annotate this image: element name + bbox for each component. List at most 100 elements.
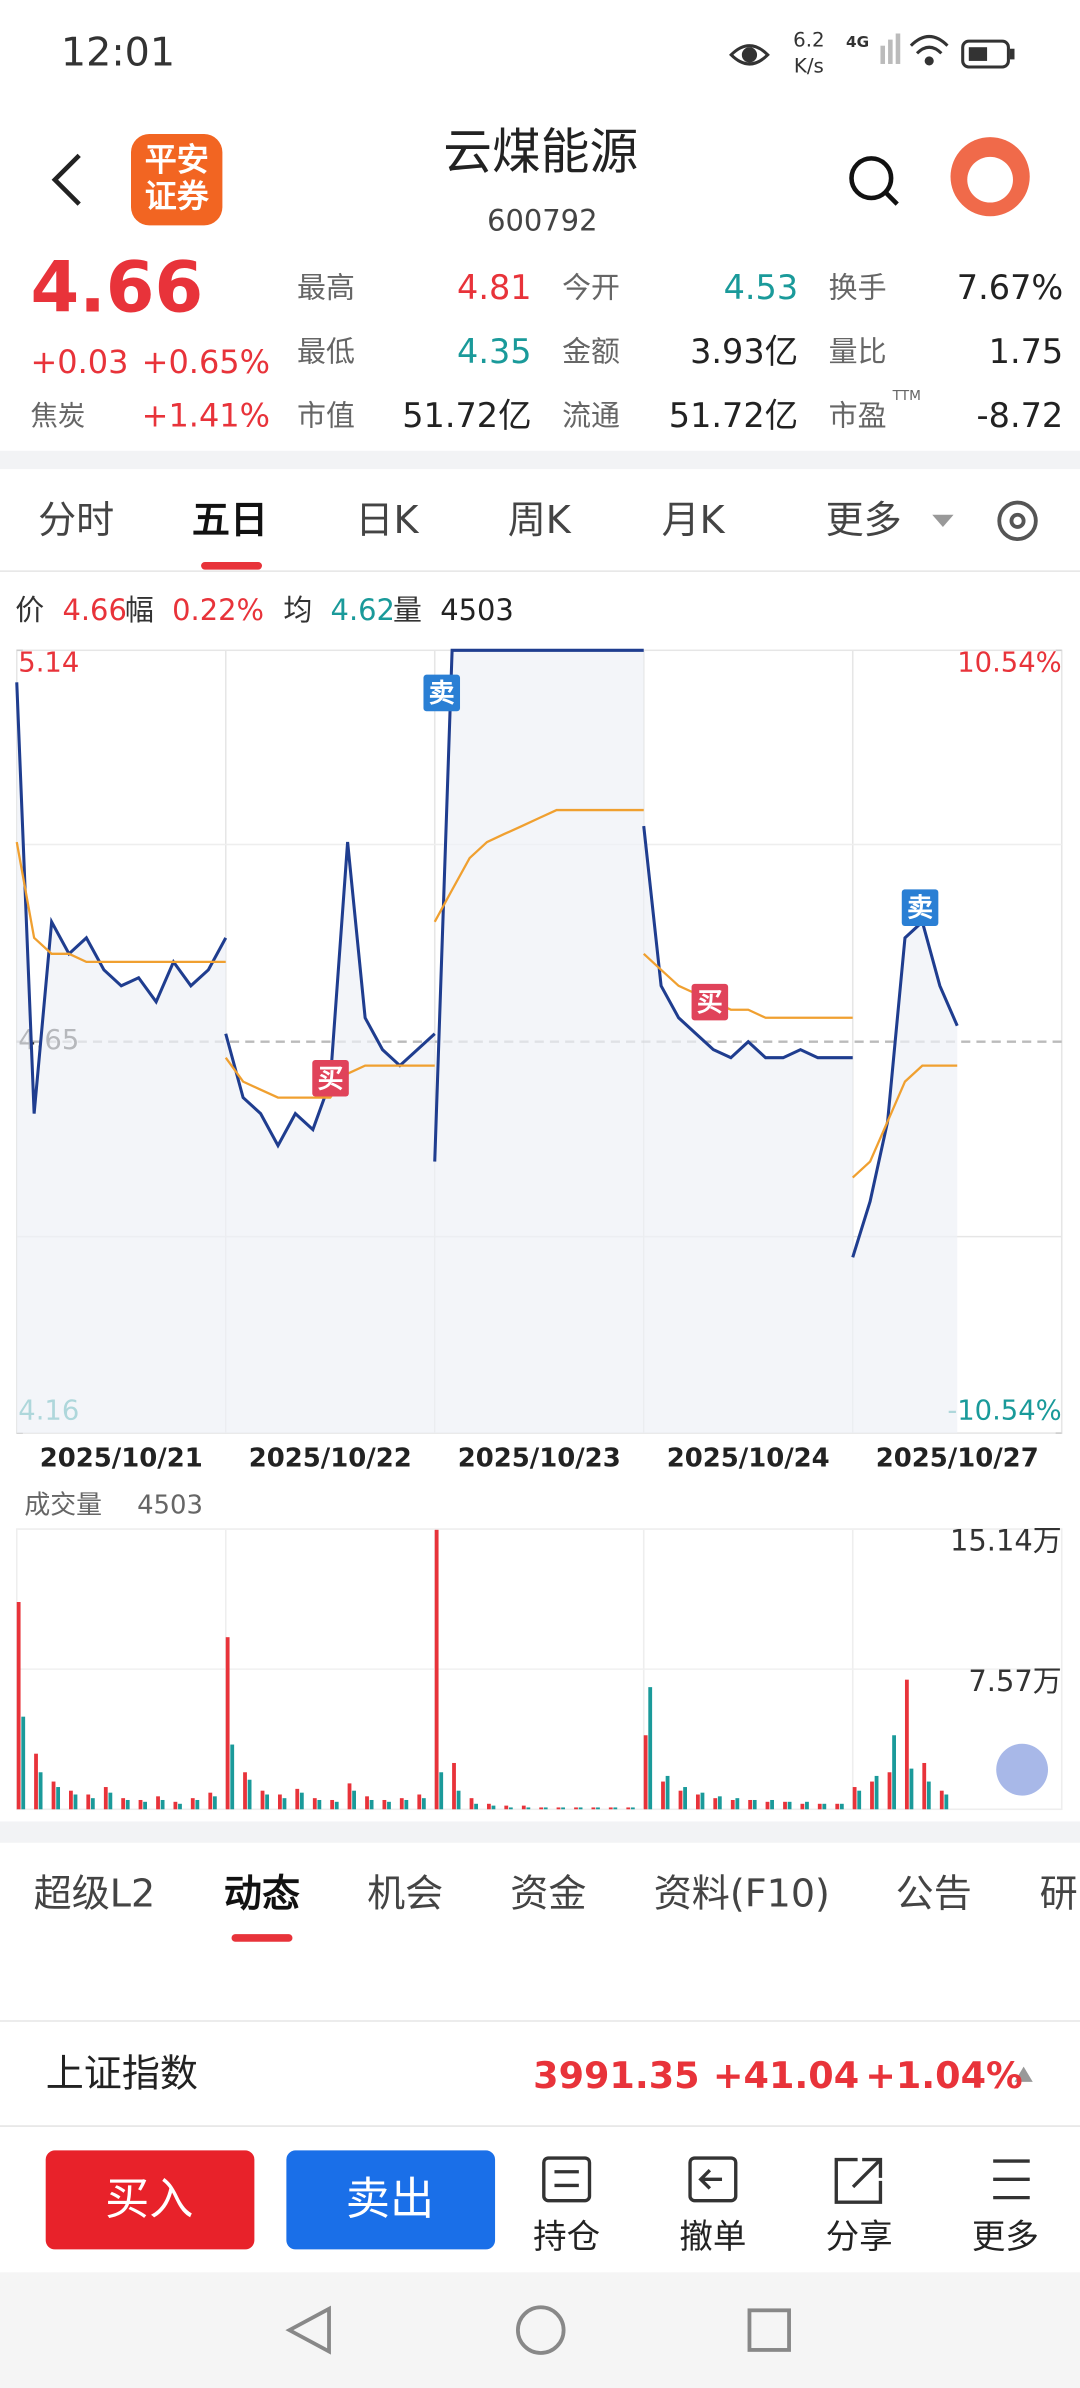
price-area bbox=[643, 826, 853, 1434]
price-area bbox=[16, 682, 226, 1434]
volume-bar bbox=[630, 1807, 635, 1810]
volume-bar bbox=[243, 1772, 247, 1810]
news-tab[interactable]: 公告 bbox=[896, 1872, 972, 1916]
stock-name: 云煤能源 bbox=[443, 124, 638, 180]
stat-value: 51.72亿 bbox=[669, 396, 798, 435]
stat-value: 51.72亿 bbox=[402, 396, 531, 435]
nav-buttons[interactable] bbox=[285, 2305, 791, 2355]
volume-bar bbox=[870, 1781, 874, 1810]
tab[interactable]: 周K bbox=[508, 498, 572, 542]
stat-label: 量比 bbox=[829, 334, 887, 368]
volume-bar bbox=[195, 1799, 200, 1810]
settings-button[interactable] bbox=[997, 500, 1038, 542]
volume-bar bbox=[417, 1794, 422, 1810]
volume-bar bbox=[874, 1775, 879, 1810]
news-tab[interactable]: 资料(F10) bbox=[654, 1872, 830, 1916]
tab[interactable]: 分时 bbox=[38, 498, 114, 542]
volume-bar bbox=[382, 1799, 387, 1810]
volume-bar bbox=[700, 1792, 705, 1810]
index-arrow bbox=[1014, 2066, 1033, 2082]
trade-marker-text: 卖 bbox=[907, 894, 933, 924]
more-arrow bbox=[932, 514, 954, 527]
volume-bar bbox=[713, 1798, 718, 1810]
action-label[interactable]: 持仓 bbox=[533, 2217, 600, 2256]
volume-bar bbox=[752, 1799, 757, 1810]
volume-bar bbox=[225, 1637, 230, 1810]
volume-bar bbox=[404, 1799, 409, 1810]
volume-bar bbox=[835, 1803, 840, 1810]
info-value: 0.22% bbox=[172, 593, 264, 627]
volume-bar bbox=[491, 1805, 496, 1810]
volume-bar bbox=[456, 1790, 461, 1810]
volume-bar bbox=[69, 1790, 73, 1810]
action-label[interactable]: 撤单 bbox=[679, 2217, 746, 2256]
back-button[interactable] bbox=[51, 153, 81, 206]
volume-bar bbox=[822, 1803, 827, 1810]
info-label: 幅 bbox=[125, 593, 154, 627]
volume-bar bbox=[38, 1772, 43, 1810]
trade-marker bbox=[312, 1059, 349, 1097]
volume-bar bbox=[73, 1794, 78, 1810]
news-tab-indicator bbox=[231, 1934, 293, 1942]
fullscreen-button[interactable] bbox=[996, 1743, 1049, 1796]
buy-button[interactable] bbox=[45, 2150, 255, 2250]
volume-bar bbox=[352, 1790, 356, 1810]
volume-bar bbox=[295, 1788, 300, 1810]
x-tick-label: 2025/10/22 bbox=[249, 1443, 412, 1473]
x-tick-label: 2025/10/27 bbox=[876, 1443, 1039, 1473]
clock: 12:01 bbox=[61, 29, 175, 75]
stat-label: 最高 bbox=[297, 270, 355, 304]
stat-label: 市盈 bbox=[829, 398, 887, 432]
price-area bbox=[434, 650, 644, 1434]
stat-label: 金额 bbox=[562, 334, 620, 368]
volume-bar bbox=[839, 1803, 844, 1810]
volume-bar bbox=[748, 1799, 753, 1810]
tab[interactable]: 更多 bbox=[826, 498, 902, 542]
news-tab[interactable]: 超级L2 bbox=[34, 1872, 156, 1916]
tab[interactable]: 日K bbox=[355, 498, 419, 542]
news-tab[interactable]: 动态 bbox=[224, 1872, 300, 1916]
volume-bar bbox=[904, 1679, 909, 1810]
divider bbox=[0, 1821, 1080, 1843]
price-area bbox=[852, 921, 958, 1434]
volume-bar bbox=[539, 1807, 544, 1810]
nav-bar bbox=[0, 2272, 1080, 2388]
price-line bbox=[642, 825, 853, 1060]
sector: 焦炭 bbox=[30, 401, 85, 432]
average-line bbox=[433, 808, 644, 923]
volume-title: 成交量 bbox=[24, 1491, 102, 1521]
action-label[interactable]: 分享 bbox=[826, 2217, 893, 2256]
tab[interactable]: 月K bbox=[662, 498, 726, 542]
volume-bar bbox=[56, 1787, 61, 1810]
news-tab[interactable]: 研 bbox=[1040, 1872, 1078, 1916]
news-tab[interactable]: 资金 bbox=[510, 1872, 586, 1916]
index-value: 3991.35 bbox=[533, 2054, 699, 2097]
net-speed: 6.2 bbox=[793, 29, 824, 52]
volume-bar bbox=[173, 1801, 178, 1810]
tab[interactable]: 五日 bbox=[192, 498, 268, 542]
trade-marker bbox=[901, 889, 939, 926]
volume-bar bbox=[421, 1798, 426, 1810]
news-tab[interactable]: 机会 bbox=[367, 1872, 443, 1916]
volume-bar bbox=[265, 1794, 270, 1810]
volume-bar bbox=[578, 1807, 583, 1810]
info-value: 4.66 bbox=[62, 593, 126, 627]
volume-bar bbox=[683, 1787, 687, 1810]
volume-bar bbox=[190, 1798, 195, 1810]
broker-logo[interactable] bbox=[131, 134, 223, 226]
volume-bar bbox=[613, 1807, 618, 1810]
stat-value: 3.93亿 bbox=[690, 332, 798, 371]
volume-bar bbox=[887, 1772, 892, 1810]
stat-value: 7.67% bbox=[957, 268, 1063, 307]
info-value: 4503 bbox=[440, 593, 514, 627]
volume-bar bbox=[439, 1772, 444, 1810]
volume-bar bbox=[230, 1744, 235, 1810]
action-label[interactable]: 更多 bbox=[972, 2217, 1039, 2256]
volume-bar bbox=[695, 1794, 700, 1810]
average-line bbox=[15, 841, 226, 964]
sell-button[interactable] bbox=[286, 2150, 496, 2250]
trade-marker-text: 买 bbox=[697, 988, 723, 1018]
search-button[interactable] bbox=[849, 156, 899, 206]
volume-bar bbox=[626, 1807, 631, 1810]
volume-bar bbox=[556, 1807, 561, 1810]
